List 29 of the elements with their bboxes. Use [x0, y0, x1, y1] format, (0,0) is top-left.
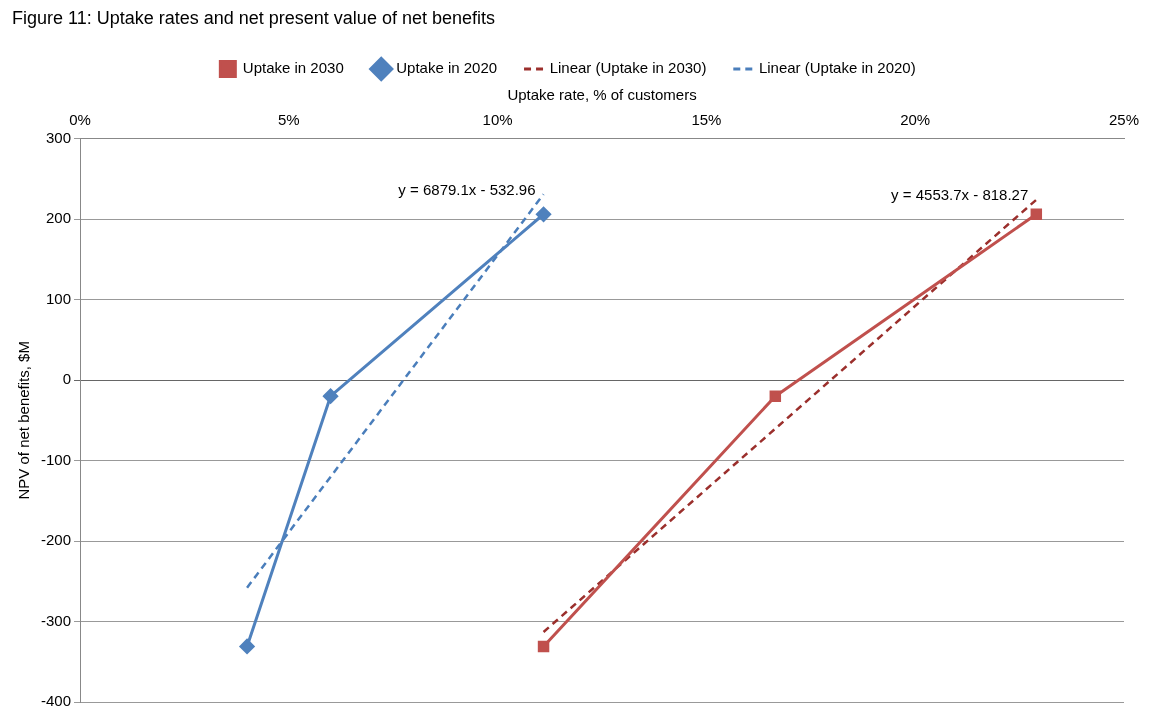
y-tick-label: -300	[40, 611, 72, 629]
x-tick-label: 5%	[277, 110, 300, 128]
y-tick-label: 100	[45, 289, 72, 307]
y-axis-title: NPV of net benefits, $M	[15, 341, 33, 500]
point	[536, 206, 552, 222]
x-tick-label: 20%	[900, 110, 931, 128]
y-tick-label: 0	[62, 370, 72, 388]
x-tick-label: 15%	[691, 110, 722, 128]
y-tick-label: -100	[40, 450, 72, 468]
point	[769, 390, 782, 402]
legend-label: Uptake in 2020	[396, 59, 498, 77]
legend-label: Uptake in 2030	[242, 59, 344, 77]
point	[239, 638, 255, 654]
point	[1030, 208, 1043, 220]
chart-title: Figure 11: Uptake rates and net present value of net benefits	[12, 7, 495, 28]
x-axis-title: Uptake rate, % of customers	[507, 85, 697, 103]
y-tick-label: 300	[45, 128, 72, 146]
point	[323, 388, 339, 404]
y-tick-label: -200	[40, 531, 72, 549]
legend-label: Linear (Uptake in 2030)	[549, 59, 707, 77]
y-tick-label: 200	[45, 209, 72, 227]
y-tick-label: -400	[40, 692, 72, 710]
x-tick-label: 25%	[1108, 110, 1140, 128]
annotation: y = 6879.1x - 532.96	[398, 180, 536, 198]
legend-label: Linear (Uptake in 2020)	[758, 59, 916, 77]
point	[537, 640, 550, 653]
annotation: y = 4553.7x - 818.27	[891, 186, 1029, 204]
x-tick-label: 10%	[482, 110, 513, 128]
x-tick-label: 0%	[69, 110, 91, 128]
